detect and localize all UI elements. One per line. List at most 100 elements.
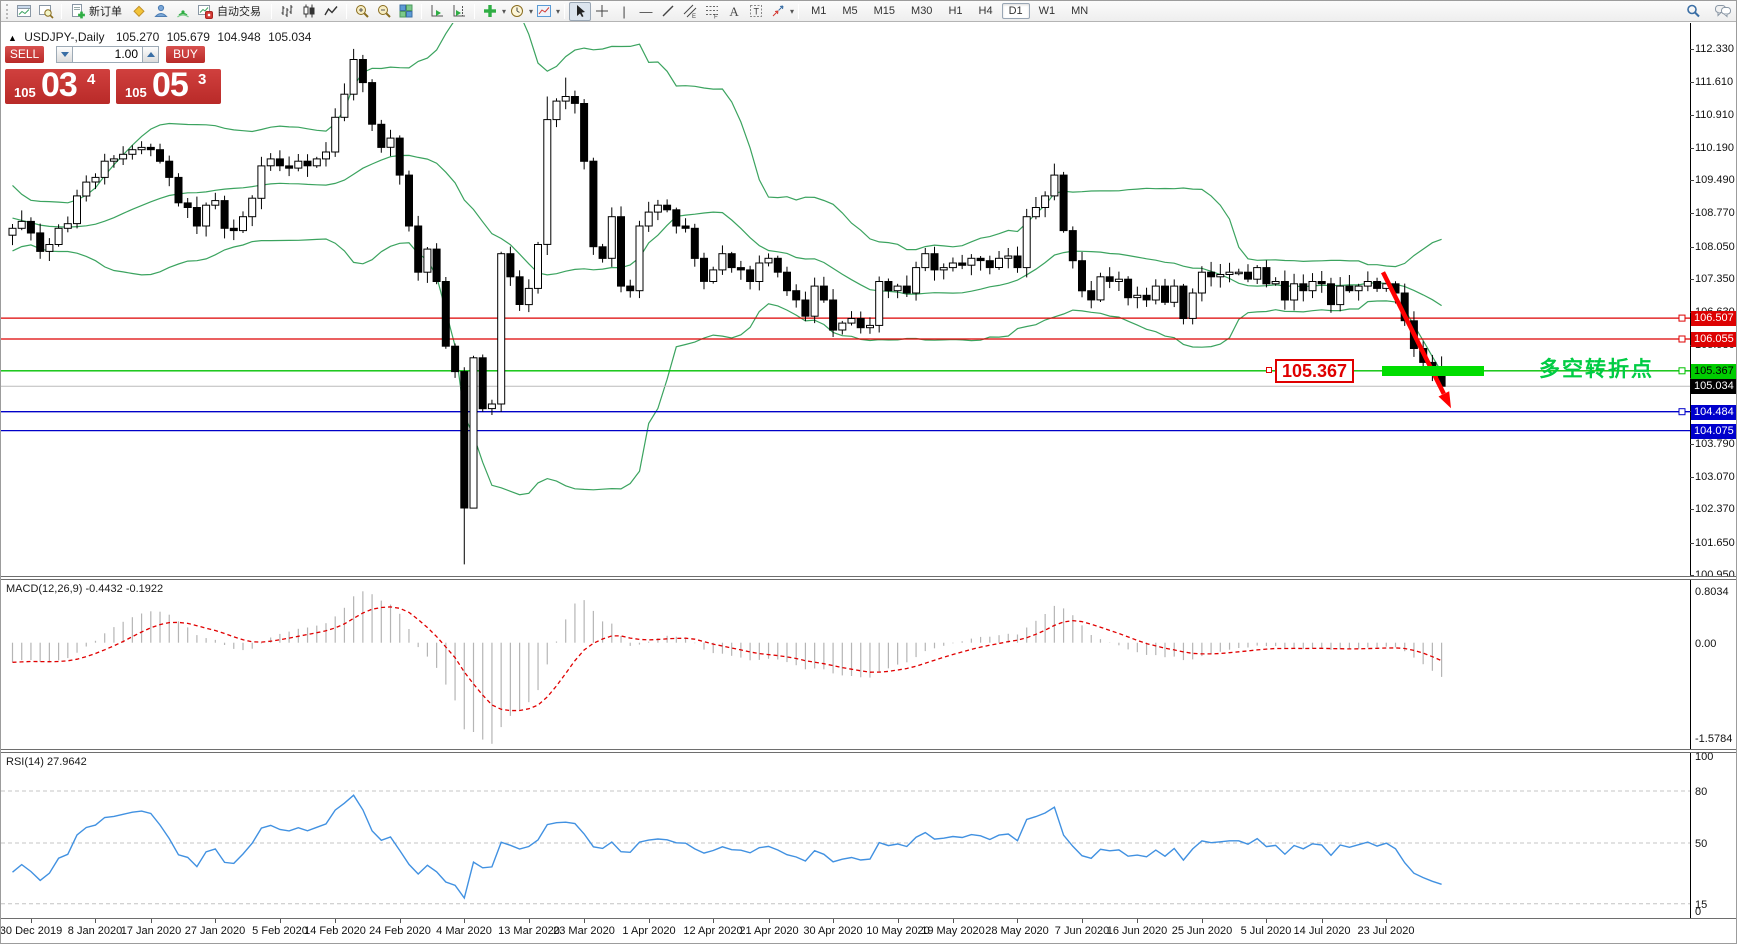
date-axis-tick bbox=[1017, 919, 1018, 923]
cursor-tool-icon[interactable] bbox=[569, 1, 592, 21]
crosshair-tool-icon[interactable] bbox=[591, 2, 613, 21]
price-callout-anchor[interactable] bbox=[1266, 367, 1272, 373]
templates-icon[interactable] bbox=[533, 2, 555, 21]
volume-input[interactable]: 1.00 bbox=[73, 46, 142, 63]
new-chart-icon[interactable] bbox=[13, 2, 35, 21]
date-axis-tick bbox=[1266, 919, 1267, 923]
ohlc-open: 105.270 bbox=[115, 30, 160, 44]
arrows-tool-icon[interactable] bbox=[767, 2, 789, 21]
timeframe-button-m5[interactable]: M5 bbox=[842, 5, 858, 17]
price-axis-label: 109.490 bbox=[1695, 174, 1735, 186]
sell-price-small: 105 bbox=[14, 85, 36, 100]
macd-label: MACD(12,26,9) -0.4432 -0.1922 bbox=[6, 583, 164, 595]
date-axis: 30 Dec 2019 8 Jan 2020 17 Jan 2020 27 Jan 2… bbox=[0, 919, 1736, 943]
collapse-triangle-icon[interactable]: ▲ bbox=[8, 33, 17, 43]
price-level-tag: 106.507 bbox=[1691, 311, 1736, 326]
add-indicator-icon[interactable] bbox=[479, 2, 501, 21]
zoom-out-icon[interactable] bbox=[373, 2, 395, 21]
date-axis-label: 4 Mar 2020 bbox=[436, 925, 492, 937]
date-axis-label: 30 Apr 2020 bbox=[803, 925, 863, 937]
search-icon[interactable] bbox=[1682, 2, 1704, 21]
sell-button[interactable]: SELL bbox=[5, 46, 44, 63]
date-axis-tick bbox=[280, 919, 281, 923]
date-axis-tick bbox=[215, 919, 216, 923]
date-axis-label: 16 Jun 2020 bbox=[1106, 925, 1168, 937]
date-axis-label: 30 Dec 2019 bbox=[0, 925, 63, 937]
date-axis-tick bbox=[1137, 919, 1138, 923]
community-icon[interactable] bbox=[150, 2, 172, 21]
price-axis-tick bbox=[1690, 213, 1694, 214]
macd-panel-canvas[interactable] bbox=[1, 580, 1690, 749]
chart-shift-icon[interactable] bbox=[448, 2, 470, 21]
text-tool-icon[interactable]: A bbox=[729, 3, 739, 19]
price-callout-105367[interactable]: 105.367 bbox=[1275, 359, 1355, 383]
panel-divider[interactable] bbox=[1, 576, 1736, 580]
timeframe-button-mn[interactable]: MN bbox=[1071, 5, 1089, 17]
date-axis-tick bbox=[335, 919, 336, 923]
zoom-in-icon[interactable] bbox=[351, 2, 373, 21]
rsi-axis-label: 50 bbox=[1695, 838, 1708, 850]
candlestick-chart-type-icon[interactable] bbox=[298, 2, 320, 21]
timeframe-button-d1[interactable]: D1 bbox=[1001, 3, 1030, 19]
trendline-tool-icon[interactable] bbox=[657, 2, 679, 21]
main-chart-canvas[interactable] bbox=[1, 23, 1690, 576]
buy-price-small: 105 bbox=[125, 85, 147, 100]
fibonacci-tool-icon[interactable]: F bbox=[701, 2, 723, 21]
new-order-icon[interactable] bbox=[66, 2, 88, 21]
new-order-button[interactable]: 新订单 bbox=[89, 6, 122, 18]
sell-price-box[interactable]: 105 03 4 bbox=[5, 66, 110, 104]
toolbar-separator bbox=[346, 3, 347, 19]
line-chart-type-icon[interactable] bbox=[320, 2, 342, 21]
toolbar-grip[interactable] bbox=[6, 3, 9, 19]
rsi-panel-canvas[interactable] bbox=[1, 753, 1690, 918]
price-level-tag: 104.075 bbox=[1691, 424, 1736, 439]
text-label-tool-icon[interactable]: T bbox=[745, 2, 767, 21]
price-axis-line bbox=[1690, 23, 1691, 918]
trend-annotation-text[interactable]: 多空转折点 bbox=[1539, 358, 1654, 381]
timeframe-button-h1[interactable]: H1 bbox=[948, 5, 963, 17]
price-axis-tick bbox=[1690, 279, 1694, 280]
price-axis-label: 108.770 bbox=[1695, 207, 1735, 219]
date-axis-tick bbox=[833, 919, 834, 923]
price-axis-label: 107.350 bbox=[1695, 273, 1735, 285]
market-icon[interactable] bbox=[172, 2, 194, 21]
buy-button[interactable]: BUY bbox=[166, 46, 205, 63]
buy-price-big: 05 bbox=[152, 66, 189, 104]
auto-scroll-icon[interactable] bbox=[426, 2, 448, 21]
bar-chart-type-icon[interactable] bbox=[276, 2, 298, 21]
buy-price-box[interactable]: 105 05 3 bbox=[116, 66, 221, 104]
arrows-dropdown-icon[interactable]: ▾ bbox=[790, 6, 795, 16]
timeframe-group: M1 M5 M15 M30 H1 H4 D1 W1 MN bbox=[803, 3, 1096, 19]
periods-icon[interactable] bbox=[506, 2, 528, 21]
date-axis-label: 28 May 2020 bbox=[985, 925, 1049, 937]
profiles-icon[interactable] bbox=[35, 2, 57, 21]
buy-price-sup: 3 bbox=[198, 71, 207, 88]
vertical-line-tool-icon[interactable]: | bbox=[622, 3, 626, 19]
metaeditor-icon[interactable] bbox=[128, 2, 150, 21]
timeframe-button-m1[interactable]: M1 bbox=[811, 5, 827, 17]
periods-dropdown-icon[interactable]: ▾ bbox=[529, 6, 534, 16]
templates-dropdown-icon[interactable]: ▾ bbox=[556, 6, 561, 16]
date-axis-tick bbox=[1322, 919, 1323, 923]
timeframe-button-m15[interactable]: M15 bbox=[873, 5, 896, 17]
panel-divider[interactable] bbox=[1, 749, 1736, 753]
autotrading-icon[interactable] bbox=[194, 2, 216, 21]
volume-decrease-button[interactable] bbox=[56, 46, 73, 63]
timeframe-button-h4[interactable]: H4 bbox=[978, 5, 993, 17]
toolbar-separator bbox=[421, 3, 422, 19]
autotrading-button[interactable]: 自动交易 bbox=[217, 6, 261, 18]
sell-price-big: 03 bbox=[41, 66, 78, 104]
down-arrow-icon bbox=[60, 52, 69, 57]
date-axis-label: 12 Apr 2020 bbox=[683, 925, 743, 937]
timeframe-button-m30[interactable]: M30 bbox=[911, 5, 933, 17]
volume-increase-button[interactable] bbox=[142, 46, 159, 63]
add-indicator-dropdown-icon[interactable]: ▾ bbox=[502, 6, 507, 16]
date-axis-tick bbox=[649, 919, 650, 923]
chat-icon[interactable] bbox=[1712, 2, 1734, 21]
timeframe-button-w1[interactable]: W1 bbox=[1038, 5, 1056, 17]
horizontal-line-tool-icon[interactable]: — bbox=[639, 3, 653, 19]
equidistant-channel-tool-icon[interactable]: E bbox=[679, 2, 701, 21]
date-axis-label: 14 Jul 2020 bbox=[1293, 925, 1351, 937]
highlight-bar[interactable] bbox=[1382, 366, 1484, 376]
tile-windows-icon[interactable] bbox=[395, 2, 417, 21]
